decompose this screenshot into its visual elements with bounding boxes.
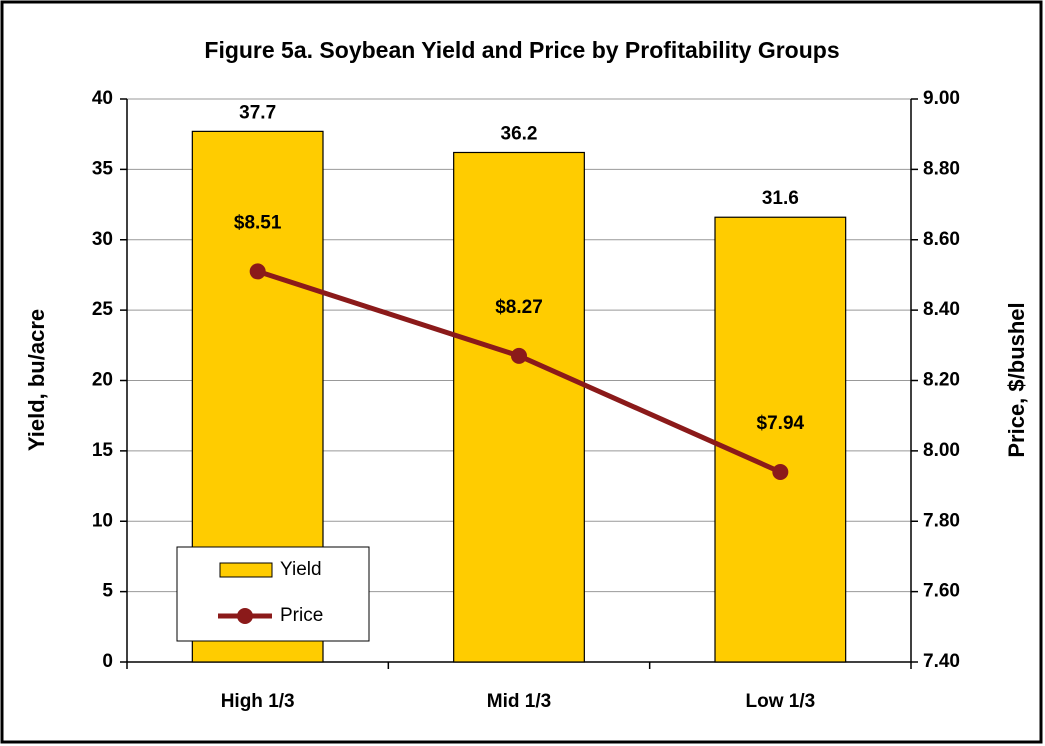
y2-axis-label: Price, $/bushel [1004, 302, 1029, 457]
legend-marker [237, 608, 253, 624]
y2-tick-label: 8.00 [923, 440, 960, 461]
y-tick-label: 30 [92, 229, 113, 250]
bar-value-label: 31.6 [762, 188, 799, 209]
legend-box [176, 546, 370, 642]
y2-tick-label: 7.80 [923, 510, 960, 531]
legend-swatch [219, 562, 273, 578]
line-value-label: $7.94 [757, 413, 805, 434]
y-tick-label: 35 [92, 158, 114, 179]
bar-value-label: 36.2 [501, 124, 538, 145]
y2-tick-label: 9.00 [923, 88, 960, 109]
y-tick-label: 15 [92, 440, 114, 461]
bar [453, 151, 585, 663]
y2-tick-label: 8.20 [923, 370, 960, 391]
price-marker [511, 347, 527, 364]
x-tick-label: High 1/3 [221, 691, 295, 712]
bar-value-label: 37.7 [239, 102, 276, 123]
price-marker [249, 263, 266, 280]
y2-tick-label: 7.60 [923, 581, 960, 602]
line-value-label: $8.27 [495, 297, 543, 318]
legend-label: Price [280, 605, 323, 626]
y-tick-label: 0 [102, 651, 113, 672]
y-tick-label: 5 [102, 581, 113, 602]
y-tick-label: 40 [92, 88, 113, 109]
x-tick-label: Mid 1/3 [487, 691, 551, 712]
y2-tick-label: 8.60 [923, 229, 960, 250]
y2-tick-label: 8.40 [923, 299, 960, 320]
bar [714, 216, 847, 663]
y-axis-label: Yield, bu/acre [24, 309, 49, 451]
y-tick-label: 20 [92, 370, 113, 391]
legend-label: Yield [280, 559, 322, 580]
y2-tick-label: 8.80 [923, 158, 960, 179]
price-marker [772, 463, 789, 480]
chart-title: Figure 5a. Soybean Yield and Price by Pr… [204, 37, 839, 63]
x-tick-label: Low 1/3 [745, 691, 815, 712]
y2-tick-label: 7.40 [923, 651, 960, 672]
line-value-label: $8.51 [234, 212, 282, 233]
y-tick-label: 10 [92, 510, 113, 531]
y-tick-label: 25 [92, 299, 114, 320]
